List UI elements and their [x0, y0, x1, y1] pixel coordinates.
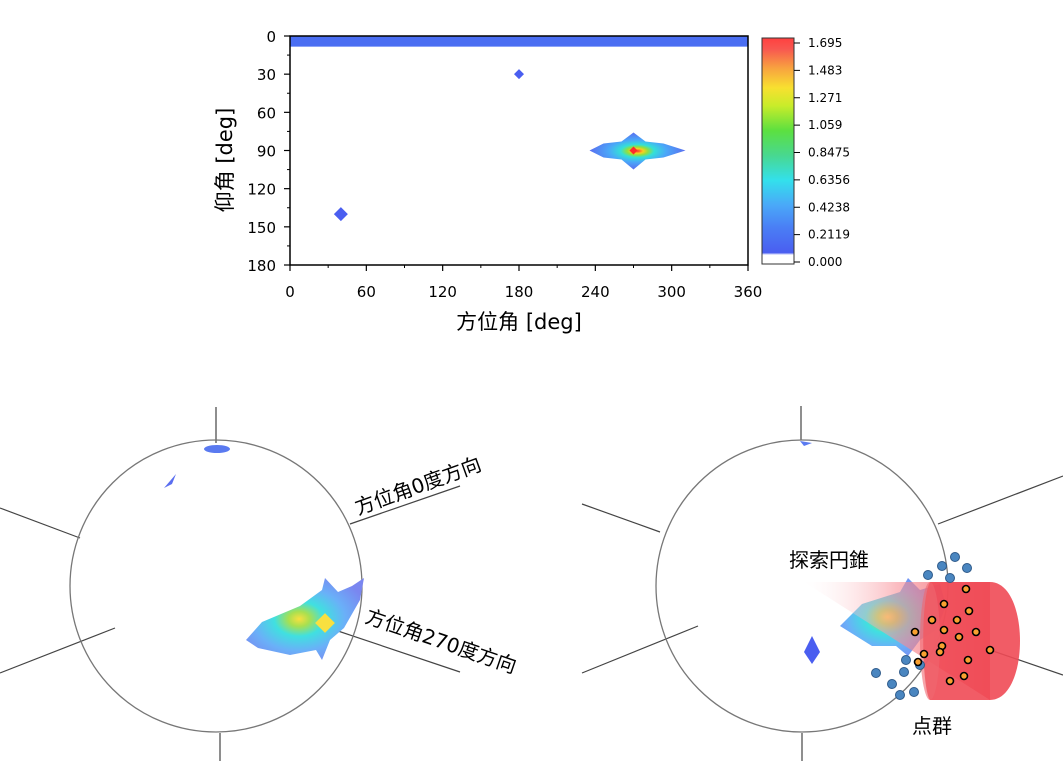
cloud-point-inside [952, 615, 962, 625]
cloud-point-outside [937, 561, 947, 571]
axis-line-left-lower [581, 625, 699, 674]
sphere-left: 方位角0度方向 方位角270度方向 [0, 407, 520, 761]
colorbar-tick-label: 1.483 [808, 63, 842, 77]
label-az0: 方位角0度方向 [352, 452, 485, 520]
cloud-point-inside [971, 627, 981, 637]
y-tick-label: 90 [257, 143, 276, 161]
axis-line-az0 [349, 485, 461, 525]
cloud-point-inside [963, 655, 973, 665]
sphere-spot-small [164, 474, 176, 488]
cloud-point-outside [895, 690, 905, 700]
search-cone-cap [923, 582, 1020, 700]
axis-line-left-upper [0, 507, 81, 539]
cloud-point-outside [945, 573, 955, 583]
cloud-point-inside [964, 606, 974, 616]
x-tick-label: 180 [505, 283, 534, 301]
colorbar-tick-label: 0.4238 [808, 200, 850, 214]
x-tick-label: 240 [581, 283, 610, 301]
axis-line-az270 [334, 629, 461, 673]
colorbar-ticks: 1.695 1.483 1.271 1.059 0.8475 0.6356 0.4238 0.… [794, 36, 850, 269]
sphere-spot-lower [804, 636, 820, 664]
axis-line-left-lower [0, 627, 116, 674]
colorbar-tick-label: 0.6356 [808, 173, 850, 187]
heatmap-peak-core [629, 146, 638, 155]
heatmap-peak [589, 132, 686, 170]
x-tick-label: 300 [657, 283, 686, 301]
axis-line-upper-right [937, 475, 1063, 525]
heatmap-axes: 0 60 120 180 240 300 360 0 30 60 90 120 150 180 [247, 28, 762, 301]
y-tick-label: 150 [247, 219, 276, 237]
cloud-point-inside [910, 627, 920, 637]
label-cone: 探索円錐 [789, 548, 869, 572]
cloud-point-inside [954, 632, 964, 642]
cloud-point-inside [985, 645, 995, 655]
y-tick-label: 180 [247, 257, 276, 275]
cloud-point-inside [939, 599, 949, 609]
point-cloud [871, 552, 995, 700]
y-tick-label: 60 [257, 104, 276, 122]
y-tick-label: 120 [247, 181, 276, 199]
cloud-point-inside [961, 584, 971, 594]
colorbar-tick-label: 1.059 [808, 118, 842, 132]
sphere-right: 探索円錐 点群 [581, 406, 1063, 761]
x-tick-label: 0 [285, 283, 295, 301]
heatmap-features [290, 36, 748, 222]
cloud-point-outside [962, 563, 972, 573]
sphere-peak-core [315, 613, 335, 633]
sphere-outline [69, 439, 363, 733]
cloud-point-outside [899, 667, 909, 677]
colorbar-tick-label: 1.695 [808, 36, 842, 50]
cloud-point-inside [913, 657, 923, 667]
cloud-point-outside [901, 655, 911, 665]
y-axis-title: 仰角 [deg] [213, 108, 237, 213]
cloud-point-outside [909, 687, 919, 697]
x-tick-label: 360 [734, 283, 763, 301]
label-az270: 方位角270度方向 [362, 604, 519, 678]
colorbar-tick-label: 1.271 [808, 91, 842, 105]
cloud-point-outside [871, 668, 881, 678]
cloud-point-outside [923, 570, 933, 580]
x-tick-label: 120 [428, 283, 457, 301]
sphere-spot-top [800, 441, 812, 446]
cloud-point-inside [935, 647, 945, 657]
cloud-point-inside [945, 676, 955, 686]
cloud-point-inside [959, 671, 969, 681]
x-tick-label: 60 [357, 283, 376, 301]
heatmap-chart: 0 60 120 180 240 300 360 0 30 60 90 120 150 180 方位角 [… [213, 28, 850, 334]
colorbar [761, 37, 795, 265]
cloud-point-outside [887, 679, 897, 689]
cloud-point-inside [927, 615, 937, 625]
cloud-point-inside [919, 649, 929, 659]
colorbar-tick-label: 0.8475 [808, 146, 850, 160]
y-tick-label: 30 [257, 66, 276, 84]
colorbar-tick-label: 0.2119 [808, 228, 850, 242]
colorbar-tick-label: 0.000 [808, 255, 842, 269]
label-points: 点群 [912, 714, 952, 738]
heatmap-spot [514, 69, 524, 80]
heatmap-band [290, 36, 748, 47]
heatmap-spot [333, 207, 348, 222]
sphere-spot-top [204, 445, 230, 453]
sphere-peak-region [246, 578, 364, 660]
x-axis-title: 方位角 [deg] [456, 310, 582, 334]
y-tick-label: 0 [266, 28, 276, 46]
cloud-point-outside [950, 552, 960, 562]
search-cone-rim [920, 582, 940, 700]
axis-line-left-upper [581, 503, 661, 533]
cloud-point-inside [939, 625, 949, 635]
